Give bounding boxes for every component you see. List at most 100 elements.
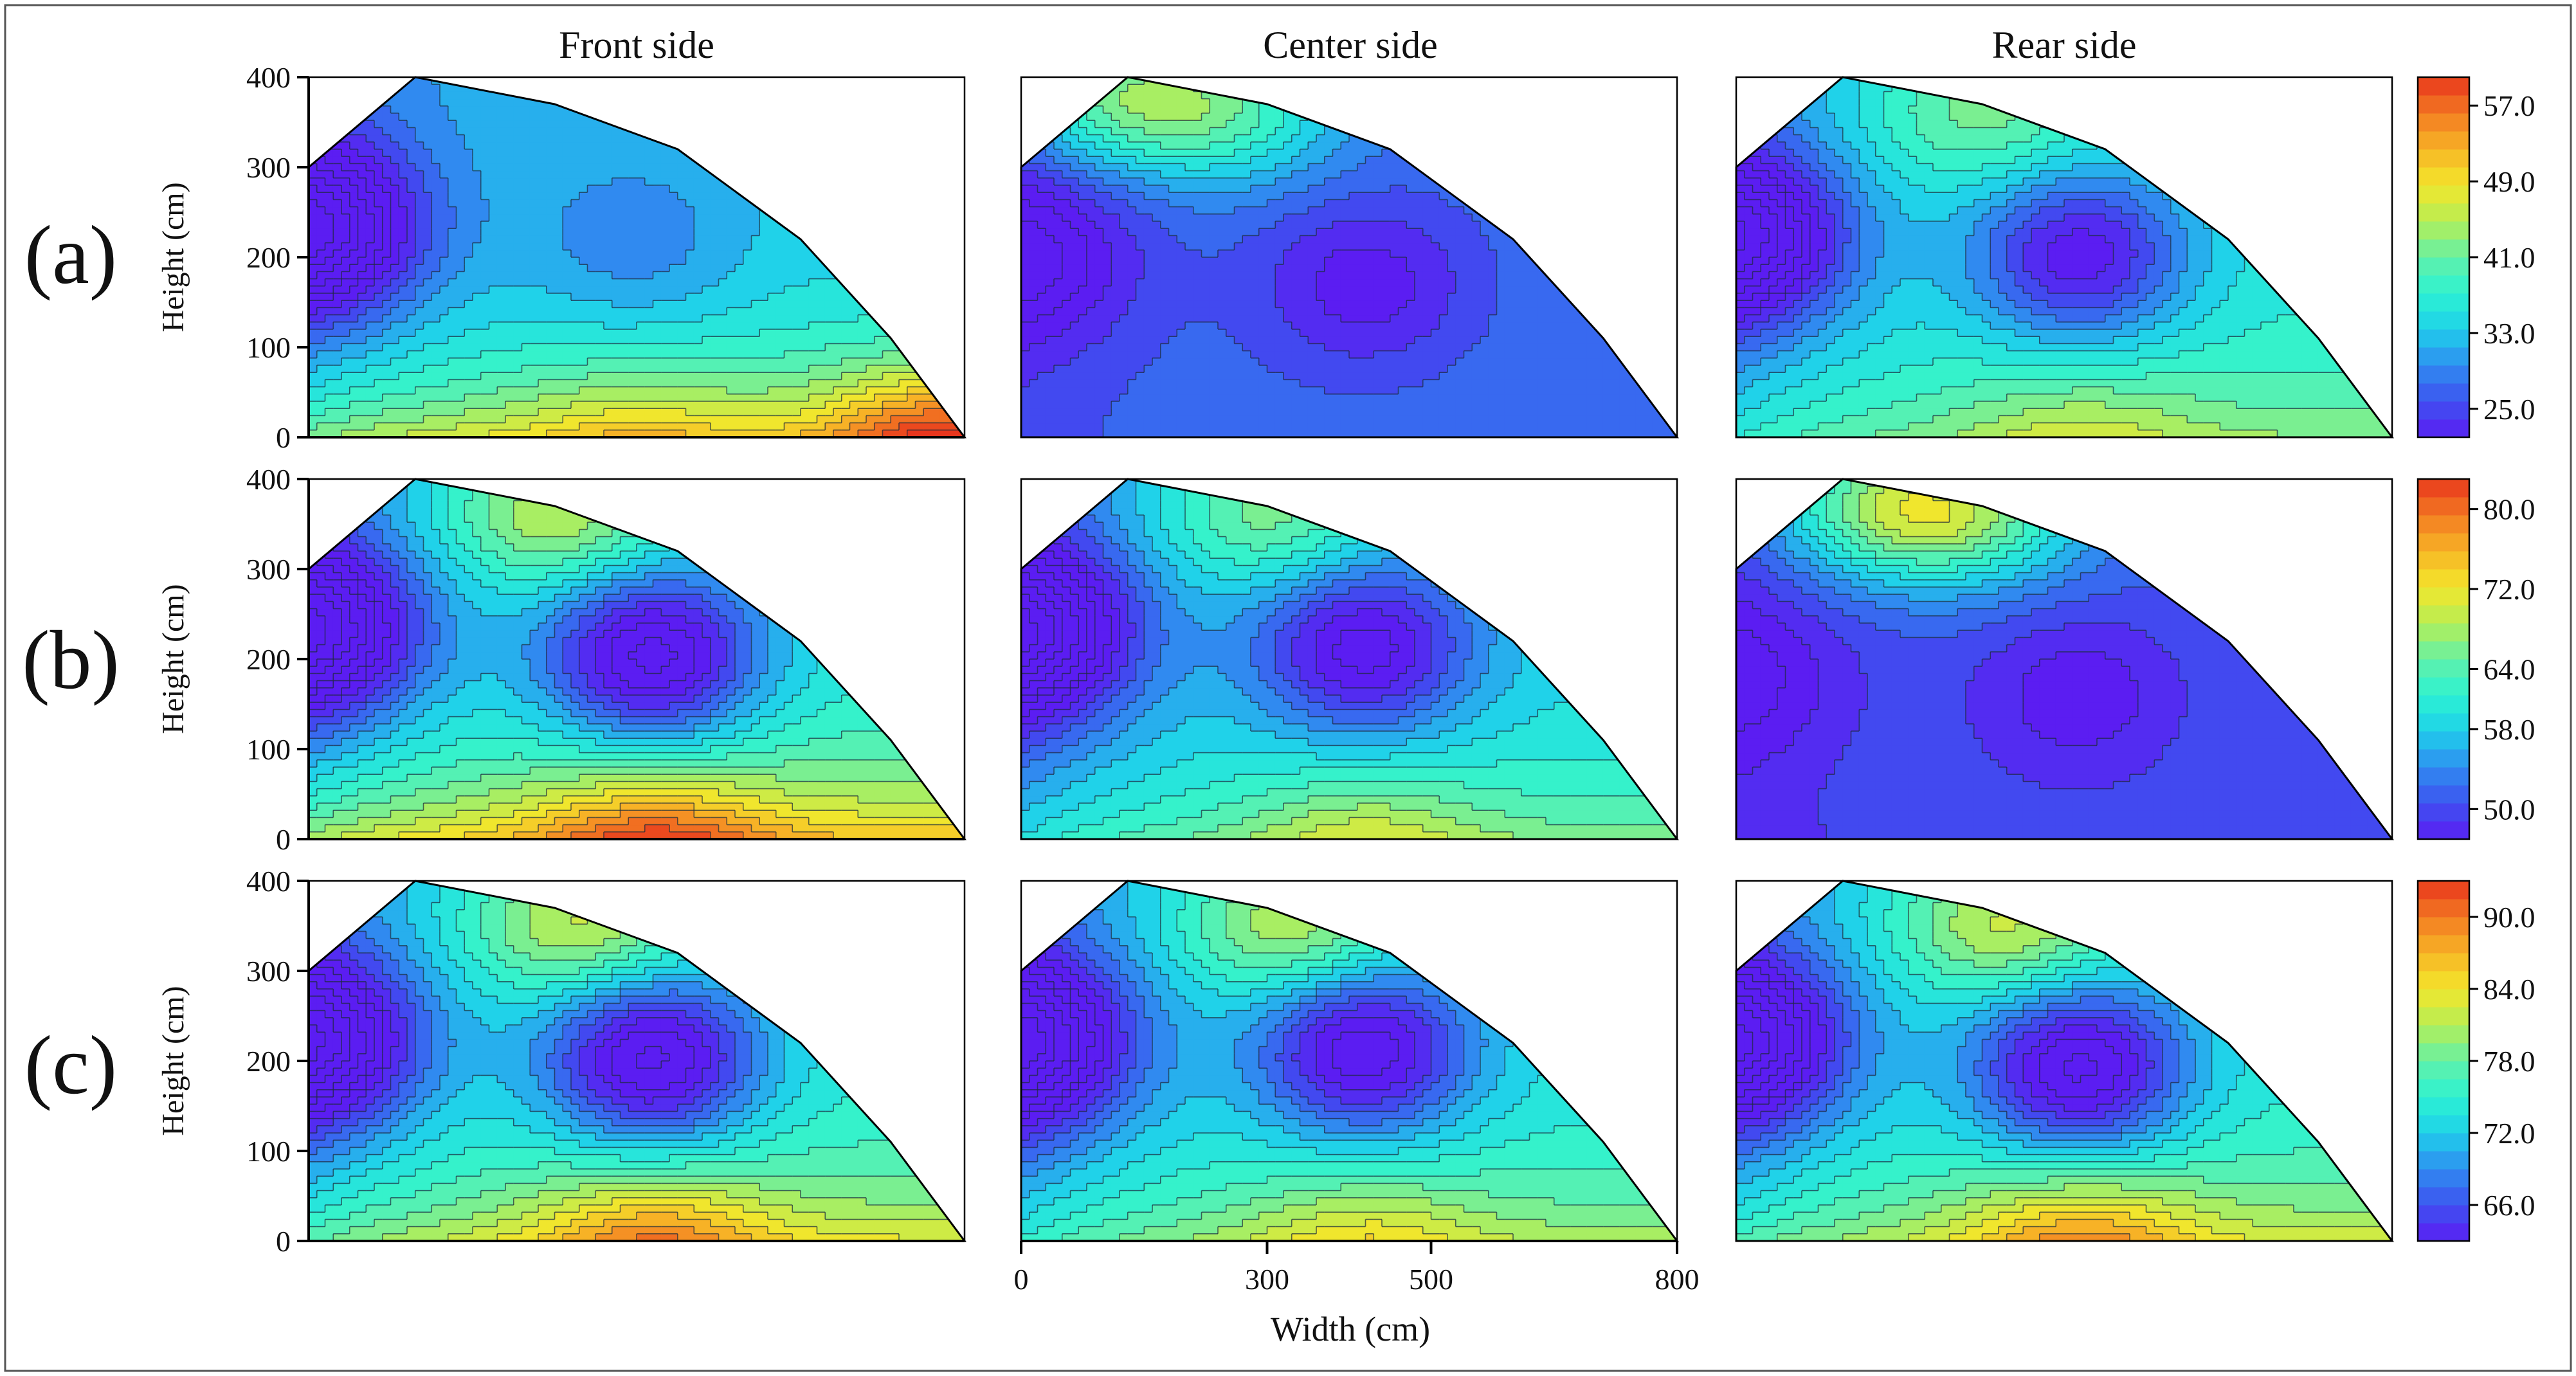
contour-cell [448,249,457,258]
contour-cell [1062,257,1071,265]
contour-cell [866,379,875,388]
contour-cell [480,192,489,200]
contour-cell [415,401,424,409]
contour-cell [415,300,424,308]
contour-cell [309,293,318,301]
contour-cell [374,365,383,373]
contour-cell [332,257,342,265]
contour-cell [1119,242,1129,251]
contour-cell [456,235,465,244]
contour-cell [562,264,572,272]
contour-cell [529,134,539,143]
contour-cell [529,365,539,373]
contour-cell [693,170,703,179]
contour-cell [529,127,539,136]
contour-cell [1152,199,1161,208]
contour-cell [349,213,358,222]
contour-cell [1103,206,1112,215]
contour-cell [726,394,736,402]
contour-cell [505,300,514,308]
contour-cell [1152,394,1161,402]
contour-cell [579,206,588,215]
contour-cell [1045,177,1055,186]
contour-cell [660,199,670,208]
contour-cell [1143,105,1153,114]
contour-cell [660,264,670,272]
contour-cell [309,264,318,272]
contour-cell [612,293,621,301]
contour-cell [382,321,391,330]
contour-cell [759,257,768,265]
contour-cell [882,422,891,431]
contour-cell [587,394,596,402]
contour-cell [316,314,325,323]
contour-cell [570,141,580,150]
contour-cell [513,156,522,164]
contour-cell [554,221,563,229]
contour-cell [472,307,482,316]
contour-cell [398,394,408,402]
contour-cell [456,285,465,294]
contour-cell [562,134,572,143]
contour-cell [1111,422,1120,431]
contour-cell [316,350,325,359]
contour-cell [660,185,670,193]
contour-cell [562,242,572,251]
contour-cell [603,343,613,352]
contour-cell [824,285,834,294]
contour-cell [677,307,686,316]
contour-cell [579,213,588,222]
contour-cell [554,300,563,308]
contour-cell [677,285,686,294]
contour-cell [496,350,506,359]
contour-cell [570,113,580,121]
contour-cell [1152,379,1161,388]
contour-cell [628,221,637,229]
contour-cell [669,170,678,179]
contour-cell [570,228,580,236]
contour-cell [415,84,424,92]
contour-cell [309,257,318,265]
contour-cell [325,379,334,388]
contour-cell [1070,314,1079,323]
contour-cell [546,394,555,402]
contour-cell [693,199,703,208]
contour-cell [620,401,629,409]
contour-cell [792,422,801,431]
contour-cell [726,343,736,352]
contour-cell [685,285,694,294]
contour-cell [751,408,760,416]
contour-cell [628,206,637,215]
contour-cell [718,329,727,337]
contour-cell [579,365,588,373]
contour-cell [784,372,793,380]
contour-cell [685,350,694,359]
contour-cell [767,278,777,287]
contour-cell [653,401,662,409]
contour-cell [1094,408,1103,416]
contour-cell [309,379,318,388]
contour-cell [431,372,440,380]
contour-cell [603,170,613,179]
contour-cell [448,199,457,208]
contour-cell [554,343,563,352]
contour-cell [390,264,399,272]
contour-cell [1086,278,1096,287]
contour-cell [390,120,399,128]
contour-cell [636,386,646,395]
contour-cell [612,285,621,294]
contour-cell [1094,394,1103,402]
contour-cell [1136,415,1145,424]
contour-cell [579,185,588,193]
contour-cell [685,401,694,409]
contour-cell [1070,134,1079,143]
contour-cell [1103,278,1112,287]
contour-cell [841,358,850,366]
contour-cell [1086,408,1096,416]
contour-cell [390,242,399,251]
contour-cell [1086,336,1096,344]
contour-cell [759,336,768,344]
contour-cell [603,278,613,287]
contour-cell [439,221,449,229]
contour-cell [833,358,842,366]
